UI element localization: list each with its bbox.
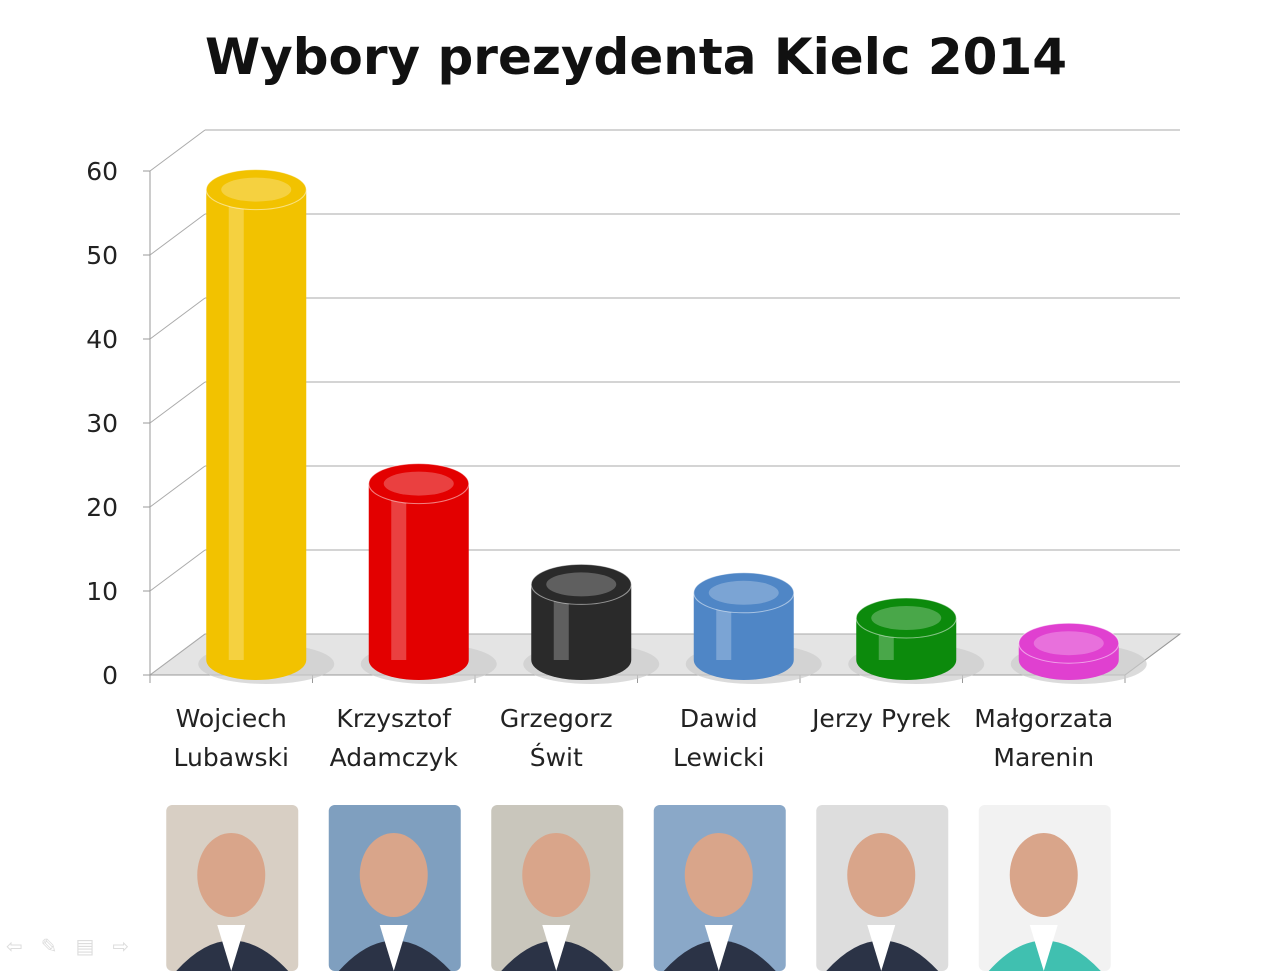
y-tick-label: 30 (86, 409, 118, 438)
side-gridline (149, 549, 206, 592)
bar-1 (360, 463, 497, 684)
side-gridline (149, 297, 206, 340)
x-tick-label: Grzegorz (500, 704, 613, 733)
bar-top (530, 563, 632, 605)
menu-icon[interactable]: ▤ (75, 934, 95, 958)
y-tick-label: 20 (86, 493, 118, 522)
bar-body (206, 189, 307, 680)
bar-0 (198, 169, 335, 684)
bar-top (1018, 622, 1120, 664)
y-tick-label: 40 (86, 325, 118, 354)
candidate-photo (166, 805, 299, 971)
y-tick-label: 0 (102, 661, 118, 690)
side-gridline (149, 213, 206, 256)
bar-top (205, 169, 307, 211)
x-tick-label: Jerzy Pyrek (810, 704, 951, 733)
y-tick-label: 50 (86, 241, 118, 270)
x-tick-label: Małgorzata (974, 704, 1113, 733)
candidate-photo (491, 805, 624, 971)
x-tick-label: Adamczyk (330, 743, 459, 772)
side-gridline (149, 381, 206, 424)
slide-nav: ⇦ ✎ ▤ ⇨ (6, 934, 129, 958)
x-tick-label: Lubawski (174, 743, 289, 772)
bar-body (531, 584, 632, 680)
y-tick-label: 10 (86, 577, 118, 606)
forward-icon[interactable]: ⇨ (112, 934, 130, 958)
bar-body (693, 592, 794, 680)
bar-body (368, 483, 469, 680)
chart-title: Wybory prezydenta Kielc 2014 (204, 28, 1068, 86)
pen-icon[interactable]: ✎ (40, 934, 58, 958)
candidate-photo (978, 805, 1111, 971)
bar-top (855, 597, 957, 639)
side-gridline (149, 129, 206, 172)
x-tick-label: Dawid (680, 704, 758, 733)
bar-5 (1010, 622, 1147, 684)
side-gridline (149, 633, 206, 676)
candidate-photo (328, 805, 461, 971)
x-tick-label: Krzysztof (336, 704, 452, 733)
back-icon[interactable]: ⇦ (6, 934, 23, 958)
x-tick-label: Wojciech (176, 704, 287, 733)
bar-top (693, 572, 795, 614)
side-gridline (149, 465, 206, 508)
candidate-photo (816, 805, 949, 971)
bar-top (368, 463, 470, 505)
x-tick-label: Świt (530, 742, 583, 772)
candidate-photo (653, 805, 786, 971)
bar-2 (523, 563, 660, 684)
bar-4 (848, 597, 985, 684)
x-tick-label: Lewicki (673, 743, 764, 772)
y-tick-label: 60 (86, 157, 118, 186)
x-tick-label: Marenin (993, 743, 1094, 772)
bar-3 (685, 572, 822, 684)
